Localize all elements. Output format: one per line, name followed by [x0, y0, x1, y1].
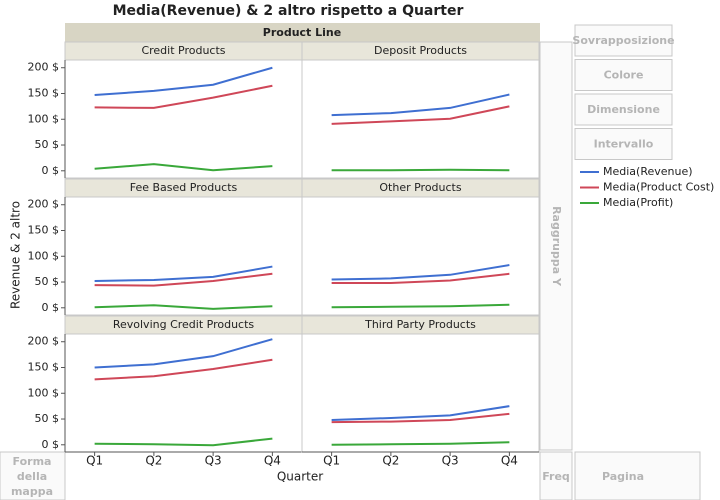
y-tick-label: 50 $ [35, 412, 60, 425]
series-line [94, 338, 273, 369]
panel-plot [64, 59, 303, 179]
panel-title: Revolving Credit Products [113, 318, 255, 331]
group-y-label: Raggruppa Y [550, 206, 563, 287]
panel-plot [301, 333, 540, 453]
facet-title: Product Line [263, 26, 341, 39]
map-shape-zone[interactable] [0, 451, 66, 500]
panel-plot [301, 59, 540, 179]
control-button[interactable] [574, 93, 673, 126]
legend-label: Media(Product Cost) [603, 181, 714, 194]
legend-label: Media(Profit) [603, 196, 673, 209]
series-line [331, 105, 510, 125]
series-line [94, 304, 273, 310]
series-line [331, 412, 510, 424]
y-tick-label: 100 $ [28, 112, 60, 125]
y-tick-label: 200 $ [28, 61, 60, 74]
series-line [331, 168, 510, 172]
y-axis-label: Revenue & 2 altro [9, 201, 23, 309]
panel-plot [64, 196, 303, 316]
series-line [331, 264, 510, 281]
map-shape-label: della [17, 470, 47, 483]
y-tick-label: 100 $ [28, 386, 60, 399]
x-tick-label: Q1 [323, 454, 340, 468]
freq-label: Freq [542, 470, 570, 483]
panel-title: Fee Based Products [130, 181, 238, 194]
x-tick-label: Q4 [501, 454, 518, 468]
page-label: Pagina [602, 470, 644, 483]
panel-plot [301, 196, 540, 316]
page-zone[interactable] [574, 451, 701, 500]
series-line [94, 163, 273, 172]
map-shape-label: Forma [13, 455, 52, 468]
series-line [94, 358, 273, 381]
control-button[interactable] [574, 128, 673, 160]
legend-label: Media(Revenue) [603, 165, 693, 178]
group-y-zone[interactable] [539, 41, 573, 451]
chart-title: Media(Revenue) & 2 altro rispetto a Quar… [113, 3, 464, 19]
x-tick-label: Q2 [145, 454, 162, 468]
series-line [94, 84, 273, 109]
x-tick-label: Q3 [442, 454, 459, 468]
series-line [331, 303, 510, 309]
x-tick-label: Q2 [382, 454, 399, 468]
series-line [94, 265, 273, 282]
panel-plot [64, 333, 303, 453]
map-shape-label: mappa [11, 485, 53, 498]
series-line [331, 272, 510, 285]
y-tick-label: 150 $ [28, 86, 60, 99]
series-line [94, 437, 273, 447]
y-tick-label: 150 $ [28, 223, 60, 236]
y-tick-label: 150 $ [28, 360, 60, 373]
facet-header [65, 23, 540, 42]
y-tick-label: 50 $ [35, 275, 60, 288]
series-line [331, 93, 510, 117]
freq-zone[interactable] [539, 451, 573, 500]
panel-title: Third Party Products [364, 318, 476, 331]
control-button-label: Sovrapposizione [572, 34, 674, 47]
x-tick-label: Q4 [264, 454, 281, 468]
y-tick-label: 0 $ [42, 438, 60, 451]
series-line [331, 405, 510, 422]
y-tick-label: 0 $ [42, 164, 60, 177]
control-button-label: Intervallo [594, 138, 654, 151]
series-line [94, 272, 273, 287]
panel-title: Deposit Products [374, 44, 467, 57]
y-tick-label: 0 $ [42, 301, 60, 314]
panel-title: Credit Products [141, 44, 225, 57]
y-tick-label: 50 $ [35, 138, 60, 151]
x-tick-label: Q1 [86, 454, 103, 468]
y-tick-label: 200 $ [28, 198, 60, 211]
x-tick-label: Q3 [205, 454, 222, 468]
control-button[interactable] [574, 24, 673, 57]
control-button-label: Dimensione [587, 103, 660, 116]
control-buttons: Sovrapposizione Colore Dimensione Intervall… [572, 24, 675, 160]
y-tick-label: 100 $ [28, 249, 60, 262]
series-line [94, 66, 273, 97]
panel-title: Other Products [379, 181, 461, 194]
control-button[interactable] [574, 59, 673, 91]
x-axis-label: Quarter [277, 470, 323, 484]
series-line [331, 441, 510, 446]
control-button-label: Colore [604, 69, 644, 82]
y-tick-label: 200 $ [28, 335, 60, 348]
